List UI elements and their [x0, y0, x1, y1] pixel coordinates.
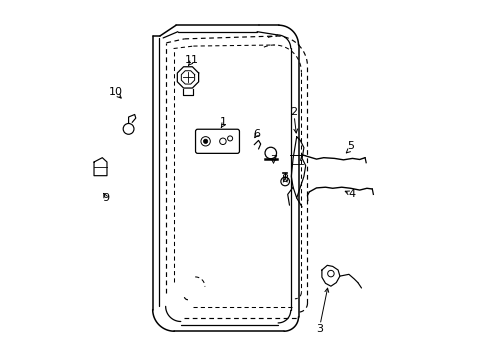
- Text: 6: 6: [253, 129, 260, 139]
- FancyBboxPatch shape: [195, 129, 239, 153]
- Text: 8: 8: [281, 174, 288, 184]
- Text: 10: 10: [109, 87, 122, 97]
- Text: 9: 9: [102, 193, 109, 203]
- Text: 3: 3: [316, 324, 323, 334]
- Text: 2: 2: [290, 107, 297, 117]
- Text: 7: 7: [270, 155, 277, 165]
- Text: 5: 5: [346, 141, 353, 151]
- Text: 11: 11: [184, 55, 198, 65]
- Circle shape: [203, 139, 207, 144]
- Text: 1: 1: [219, 117, 226, 127]
- Text: 4: 4: [348, 189, 355, 199]
